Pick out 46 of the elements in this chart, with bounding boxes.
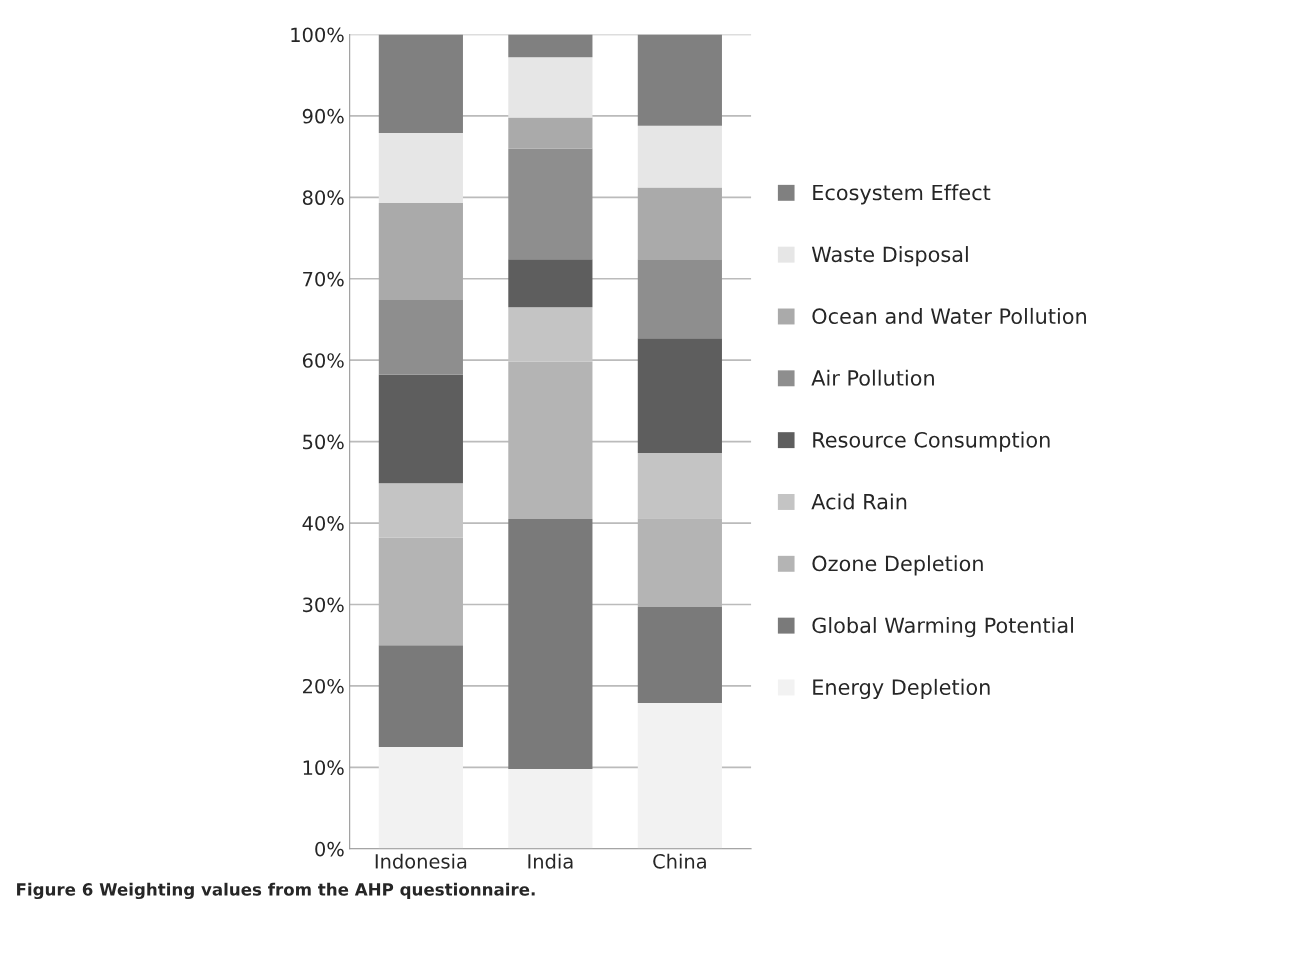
y-tick-label: 100% bbox=[291, 27, 344, 43]
bar bbox=[637, 34, 722, 126]
bar bbox=[508, 117, 593, 149]
y-tick-label: 80% bbox=[302, 190, 344, 206]
bar bbox=[508, 519, 593, 769]
bar bbox=[508, 34, 593, 58]
legend-label: Energy Depletion bbox=[813, 678, 990, 700]
bar bbox=[378, 299, 463, 375]
bar bbox=[378, 374, 463, 484]
bar bbox=[637, 259, 722, 339]
bar bbox=[637, 338, 722, 454]
bar bbox=[637, 187, 722, 260]
bar bbox=[637, 703, 722, 849]
y-tick-label: 20% bbox=[303, 678, 344, 694]
bar bbox=[508, 768, 593, 849]
legend-label: Ecosystem Effect bbox=[813, 184, 991, 205]
bar bbox=[508, 259, 593, 308]
bar bbox=[378, 645, 463, 747]
y-tick-label: 10% bbox=[303, 760, 344, 776]
bar bbox=[637, 125, 722, 188]
x-tick-label: Indonesia bbox=[375, 853, 467, 869]
bar bbox=[508, 57, 593, 118]
bar bbox=[378, 34, 463, 134]
y-tick-label: 0% bbox=[315, 841, 344, 857]
legend-label: Ocean and Water Pollution bbox=[812, 307, 1086, 325]
legend-label: Global Warming Potential bbox=[812, 617, 1073, 638]
x-tick-label: China bbox=[653, 853, 706, 869]
bar bbox=[508, 148, 593, 260]
bar bbox=[378, 203, 463, 300]
legend-label: Resource Consumption bbox=[813, 431, 1050, 452]
bar bbox=[637, 453, 722, 519]
caption: Figure 6 Weighting values from the AHP questionnaire. bbox=[17, 882, 535, 900]
legend-label: Ozone Depletion bbox=[812, 555, 983, 576]
legend-label: Air Pollution bbox=[811, 369, 934, 386]
x-tick-label: India bbox=[528, 853, 573, 869]
y-tick-label: 40% bbox=[302, 516, 344, 531]
y-tick-label: 70% bbox=[303, 271, 344, 287]
y-tick-label: 90% bbox=[302, 108, 344, 124]
bar bbox=[378, 747, 463, 849]
y-tick-label: 50% bbox=[303, 434, 344, 450]
bar bbox=[378, 133, 463, 204]
legend-label: Waste Disposal bbox=[811, 246, 968, 267]
legend-label: Acid Rain bbox=[811, 493, 907, 510]
bar bbox=[637, 606, 722, 704]
y-tick-label: 60% bbox=[302, 353, 344, 368]
y-tick-label: 30% bbox=[303, 597, 344, 613]
